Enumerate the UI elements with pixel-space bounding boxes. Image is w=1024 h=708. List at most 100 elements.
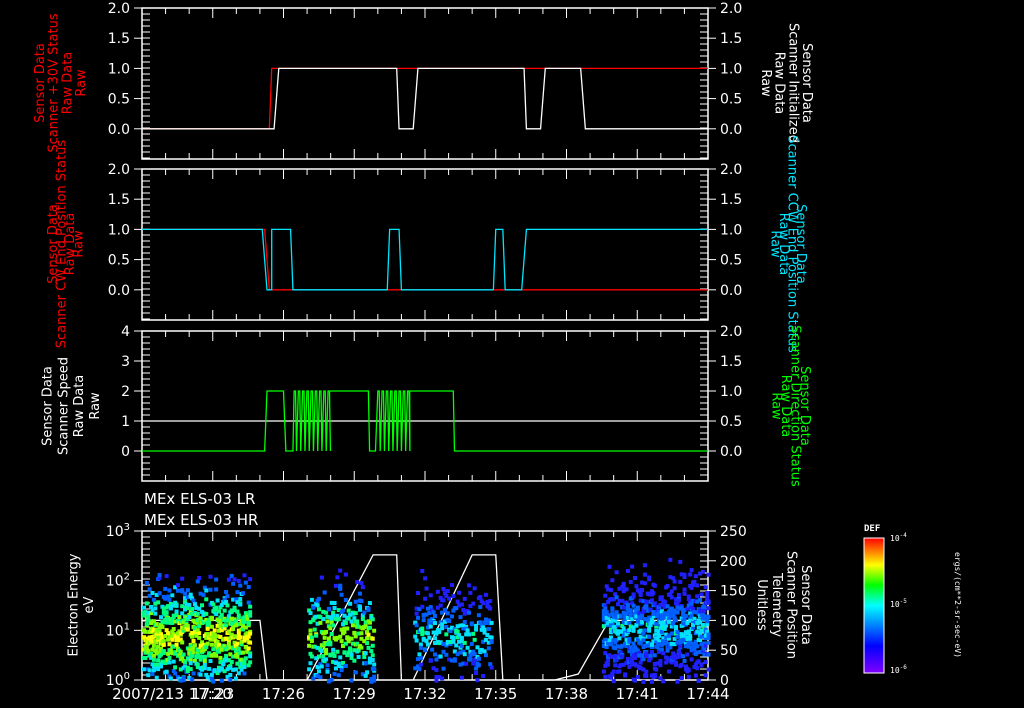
svg-text:Sensor Data: Sensor Data [41,366,56,446]
svg-text:Raw Data: Raw Data [776,213,791,276]
cw-end-trace [142,228,708,291]
x-tick-label: 17:23 [191,685,234,703]
y-tick-label: 2 [121,384,130,400]
y-tick-label: 1.5 [108,31,130,47]
svg-text:Raw: Raw [74,69,89,97]
y-tick-label: 150 [720,584,747,600]
y-tick-label: 50 [720,643,738,659]
svg-text:Raw: Raw [88,392,103,420]
y-tick-label: 101 [106,621,130,639]
scanner-initialized-trace [142,67,708,130]
x-tick-label: 17:35 [474,685,517,703]
y-tick-label: 0.0 [720,444,742,460]
x-tick-label: 2007/213 17:20 [112,685,232,703]
y-tick-label: 2.0 [720,1,742,17]
svg-text:Telemetry: Telemetry [769,572,784,637]
y-tick-label: 250 [720,524,747,540]
y-tick-label: 1.0 [108,222,130,238]
panel4-left-title: Electron Energy eV [66,553,97,656]
svg-text:Raw Data: Raw Data [63,213,78,276]
y-tick-label: 0.5 [720,92,742,108]
y-tick-label: 0.5 [720,414,742,430]
colorbar-tick: 10-4 [890,532,907,543]
svg-text:Sensor Data: Sensor Data [793,204,808,284]
panel-frame-1 [141,7,709,160]
x-tick-label: 17:38 [545,685,588,703]
y-tick-label: 102 [106,572,130,590]
svg-text:Electron Energy: Electron Energy [66,553,81,656]
y-tick-label: 0.0 [720,122,742,138]
svg-text:Sensor Data: Sensor Data [799,43,814,123]
y-tick-label: 1.5 [720,354,742,370]
y-tick-label: 0.0 [108,122,130,138]
svg-text:Raw Data: Raw Data [60,52,75,115]
svg-text:Scanner Speed: Scanner Speed [56,357,71,455]
svg-text:Scanner Position: Scanner Position [783,551,798,659]
svg-text:Sensor Data: Sensor Data [33,43,48,123]
svg-text:Raw Data: Raw Data [772,52,787,115]
svg-text:Scanner +30V Status: Scanner +30V Status [47,13,62,152]
y-tick-label: 1.5 [720,192,742,208]
colorbar-tick: 10-5 [890,598,907,609]
y-tick-label: 0.5 [720,253,742,269]
x-tick-label: 17:44 [686,685,729,703]
svg-text:Scanner Initialized: Scanner Initialized [785,23,800,143]
svg-text:Raw: Raw [768,230,783,258]
x-tick-label: 17:26 [262,685,305,703]
colorbar-tick: 10-6 [890,664,907,675]
svg-text:ergs/(cm**2-sr-sec-eV): ergs/(cm**2-sr-sec-eV) [953,552,962,658]
y-tick-label: 1.5 [720,31,742,47]
svg-text:eV: eV [82,596,97,613]
y-tick-label: 103 [106,522,130,540]
y-tick-label: 1.0 [108,61,130,77]
scanner-30v-trace [142,67,708,130]
svg-text:Raw: Raw [758,69,773,97]
y-tick-label: 2.0 [720,162,742,178]
svg-text:Scanner CW End Position Status: Scanner CW End Position Status [55,140,70,349]
colorbar-title: DEF [864,524,881,534]
y-tick-label: 1.0 [720,61,742,77]
svg-text:Scanner CCW End Position Statu: Scanner CCW End Position Status [784,135,799,353]
x-tick-label: 17:32 [403,685,446,703]
svg-text:Sensor Data: Sensor Data [46,204,61,284]
y-tick-label: 0.5 [108,92,130,108]
svg-text:Raw Data: Raw Data [72,375,87,438]
x-tick-label: 17:29 [333,685,376,703]
y-tick-label: 0 [121,444,130,460]
y-tick-label: 100 [720,613,747,629]
instrument-label: MEx ELS-03 LR [144,490,255,508]
scanner-position-trace [142,554,708,681]
y-tick-label: 1.0 [720,222,742,238]
y-tick-label: 0 [720,673,729,689]
y-tick-label: 0.0 [108,283,130,299]
svg-text:Sensor Data: Sensor Data [797,366,812,446]
x-tick-label: 17:41 [616,685,659,703]
svg-text:Raw: Raw [71,230,86,258]
y-tick-label: 1.5 [108,192,130,208]
ccw-end-trace [142,228,708,291]
y-tick-label: 2.0 [108,1,130,17]
y-tick-label: 200 [720,554,747,570]
y-tick-label: 3 [121,354,130,370]
y-tick-label: 1.0 [720,384,742,400]
panel-frame-2 [141,168,709,321]
panel-frame-3 [141,330,709,482]
svg-text:Raw: Raw [769,392,784,420]
scanner-direction-trace [142,390,708,452]
instrument-label: MEx ELS-03 HR [144,511,258,529]
y-tick-label: 2.0 [108,162,130,178]
y-tick-label: 4 [121,324,130,340]
y-tick-label: 0.0 [720,283,742,299]
panel3-left-title: Sensor Data Scanner Speed Raw Data Raw [41,357,103,455]
y-tick-label: 1 [121,414,130,430]
svg-text:Sensor Data: Sensor Data [798,565,813,645]
y-tick-label: 0.5 [108,253,130,269]
colorbar-unit-label: ergs/(cm**2-sr-sec-eV) [953,552,962,658]
svg-text:Unitless: Unitless [754,579,769,631]
